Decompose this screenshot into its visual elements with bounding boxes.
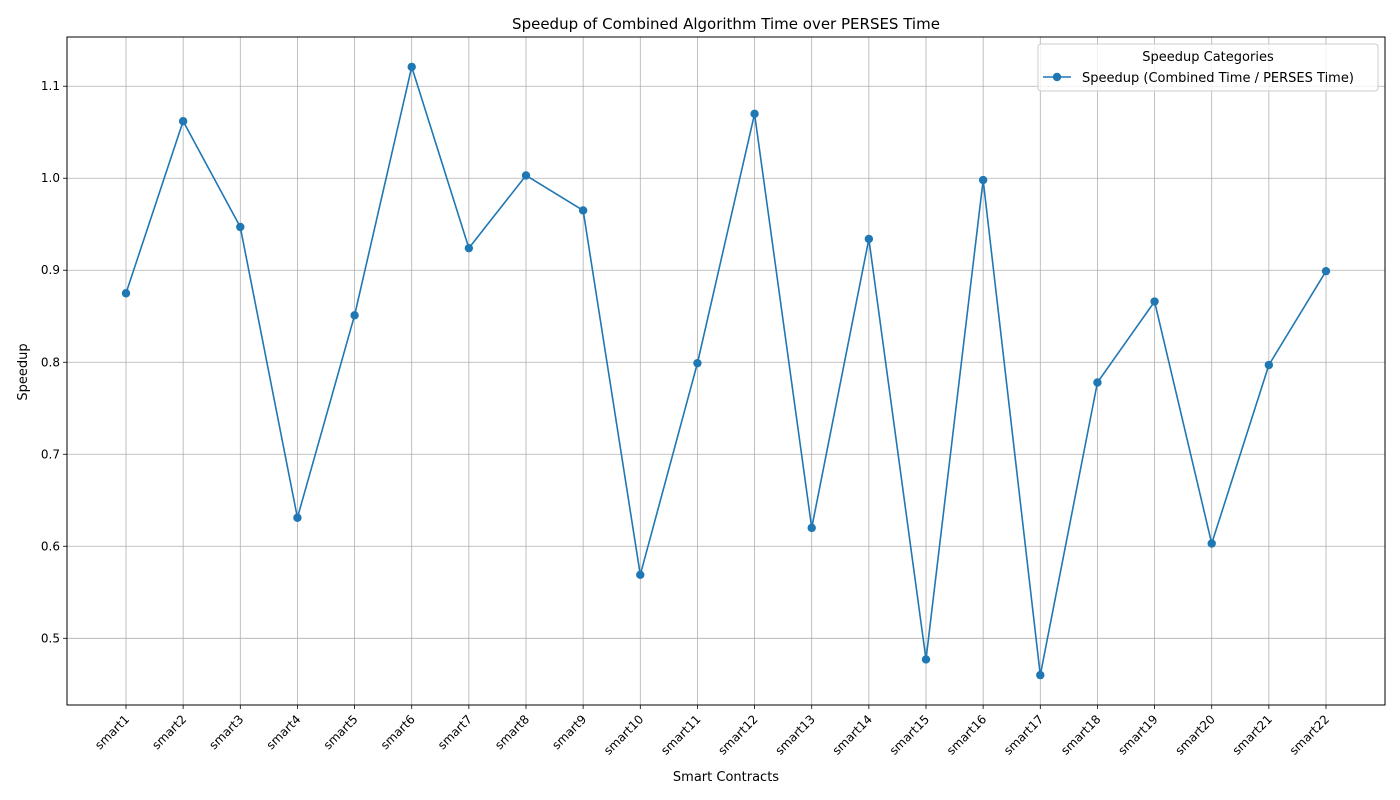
x-tick-label: smart8 bbox=[492, 712, 532, 752]
x-tick-label: smart7 bbox=[435, 712, 475, 752]
y-axis: 0.5 0.6 0.7 0.8 0.9 1.0 1.1 bbox=[41, 79, 67, 645]
data-point-smart15 bbox=[921, 655, 931, 664]
data-point-smart5 bbox=[350, 311, 359, 320]
x-tick-label: smart10 bbox=[601, 712, 646, 757]
x-tick-label: smart19 bbox=[1115, 712, 1160, 757]
y-tick-label: 1.0 bbox=[41, 171, 60, 185]
legend-label: Speedup (Combined Time / PERSES Time) bbox=[1082, 71, 1354, 86]
data-point-smart21 bbox=[1264, 360, 1274, 370]
legend-marker bbox=[1052, 72, 1062, 82]
x-axis-label: Smart Contracts bbox=[673, 770, 779, 785]
y-tick-label: 0.6 bbox=[41, 539, 60, 553]
data-point-smart19 bbox=[1150, 297, 1159, 306]
x-tick-label: smart20 bbox=[1172, 712, 1217, 757]
x-tick-label: smart3 bbox=[206, 712, 246, 752]
grid-layer bbox=[67, 37, 1385, 705]
data-point-smart9 bbox=[578, 206, 588, 215]
x-tick-label: smart13 bbox=[772, 712, 817, 757]
y-tick-label: 1.1 bbox=[41, 79, 60, 93]
x-tick-label: smart5 bbox=[321, 712, 361, 752]
x-tick-label: smart6 bbox=[378, 712, 418, 752]
chart-title: Speedup of Combined Algorithm Time over … bbox=[512, 15, 940, 33]
y-tick-label: 0.7 bbox=[41, 447, 60, 461]
x-tick-label: smart1 bbox=[92, 712, 132, 752]
legend: Speedup Categories Speedup (Combined Tim… bbox=[1037, 43, 1379, 92]
x-tick-label: smart16 bbox=[944, 712, 989, 757]
y-tick-label: 0.9 bbox=[41, 263, 60, 277]
x-tick-label: smart22 bbox=[1287, 712, 1332, 757]
data-point-smart1 bbox=[121, 289, 131, 298]
x-tick-label: smart21 bbox=[1230, 712, 1275, 757]
x-tick-label: smart17 bbox=[1001, 712, 1046, 757]
data-point-smart17 bbox=[1036, 670, 1045, 680]
x-tick-label: smart14 bbox=[830, 712, 875, 757]
data-point-smart7 bbox=[464, 243, 474, 253]
data-point-smart6 bbox=[407, 62, 416, 72]
x-tick-label: smart9 bbox=[549, 712, 589, 752]
series-layer bbox=[121, 62, 1331, 680]
x-tick-label: smart2 bbox=[149, 712, 189, 752]
data-point-smart14 bbox=[864, 234, 874, 244]
data-point-smart12 bbox=[750, 109, 759, 119]
data-point-smart16 bbox=[978, 175, 988, 185]
series-line bbox=[125, 66, 1327, 676]
data-point-smart3 bbox=[236, 222, 245, 232]
data-point-smart18 bbox=[1093, 378, 1102, 387]
plot-frame bbox=[66, 36, 1386, 706]
x-tick-label: smart15 bbox=[887, 712, 932, 757]
data-point-smart4 bbox=[293, 513, 302, 522]
x-tick-label: smart4 bbox=[264, 712, 304, 752]
data-point-smart10 bbox=[636, 570, 645, 580]
y-axis-label: Speedup bbox=[16, 343, 31, 400]
data-point-smart20 bbox=[1207, 539, 1216, 548]
y-tick-label: 0.5 bbox=[41, 631, 60, 645]
x-tick-label: smart11 bbox=[658, 712, 703, 757]
x-tick-label: smart12 bbox=[715, 712, 760, 757]
data-point-smart11 bbox=[693, 358, 702, 368]
data-point-smart22 bbox=[1321, 266, 1331, 276]
data-point-smart8 bbox=[521, 171, 531, 180]
x-tick-label: smart18 bbox=[1058, 712, 1103, 757]
data-point-smart2 bbox=[178, 116, 188, 126]
x-axis: smart1 smart2 smart3 smart4 smart5 smart6 smar… bbox=[92, 705, 1332, 758]
data-point-smart13 bbox=[807, 523, 816, 533]
y-tick-label: 0.8 bbox=[41, 355, 60, 369]
legend-box bbox=[1037, 43, 1379, 92]
legend-title: Speedup Categories bbox=[1142, 50, 1274, 65]
